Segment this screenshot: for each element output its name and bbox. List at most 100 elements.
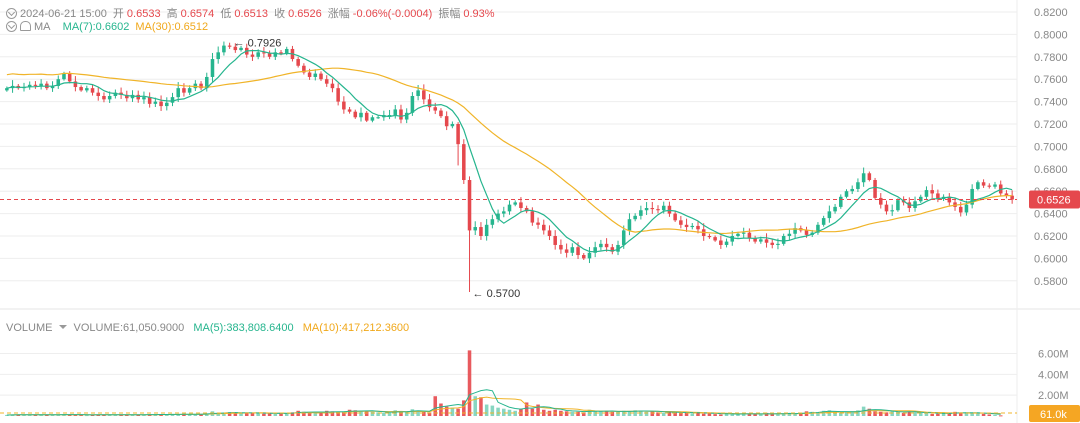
candle-body xyxy=(553,236,557,245)
volume-bar xyxy=(433,396,438,416)
candle-body xyxy=(416,90,420,96)
candle-body xyxy=(621,230,626,245)
candle-body xyxy=(336,88,340,102)
volume-bar xyxy=(119,414,123,416)
candle-body xyxy=(764,239,769,243)
volume-bar xyxy=(165,414,169,416)
candle-body xyxy=(433,107,438,111)
volume-tick-label: 4.00M xyxy=(1038,369,1069,381)
change-value: -0.06%(-0.0004) xyxy=(352,8,433,20)
volume-bar xyxy=(170,414,175,416)
candle-body xyxy=(456,124,460,145)
candle-body xyxy=(330,83,335,89)
volume-bar xyxy=(581,412,586,416)
chevron-down-icon[interactable] xyxy=(59,325,68,329)
ma30-legend: MA(30):0.6512 xyxy=(135,21,209,33)
candle-body xyxy=(370,117,375,121)
candle-body xyxy=(656,209,660,211)
candle-body xyxy=(936,193,940,200)
volume-bar xyxy=(536,404,540,416)
ma-collapse-chevron-icon[interactable] xyxy=(6,21,17,32)
candle-body xyxy=(873,180,877,198)
volume-bar xyxy=(821,410,826,416)
volume-bar xyxy=(27,414,32,416)
candle-body xyxy=(964,204,969,213)
price-tick-label: 0.7200 xyxy=(1034,119,1068,131)
volume-bar xyxy=(753,413,757,416)
volume-bar xyxy=(953,411,957,416)
volume-bar xyxy=(90,414,95,416)
volume-bar xyxy=(918,412,923,416)
volume-bar xyxy=(816,412,820,416)
volume-bar xyxy=(199,414,203,416)
volume-bar xyxy=(844,412,849,416)
candle-body xyxy=(593,247,597,253)
volume-bar xyxy=(764,412,769,416)
volume-bar xyxy=(616,411,620,416)
candle-body xyxy=(684,224,689,228)
candle-body xyxy=(147,97,152,104)
volume-bar xyxy=(410,409,415,416)
volume-bar xyxy=(627,411,632,416)
candle-body xyxy=(227,45,232,47)
candle-body xyxy=(479,227,483,236)
volume-bar xyxy=(439,403,443,416)
volume-bar xyxy=(136,414,140,416)
candle-body xyxy=(610,247,615,252)
volume-bar xyxy=(542,409,546,416)
candle-body xyxy=(747,232,752,239)
candle-body xyxy=(993,184,997,187)
volume-ma5-legend: MA(5):383,808.6400 xyxy=(193,322,294,334)
volume-bar xyxy=(901,412,906,416)
price-tick-label: 0.6400 xyxy=(1034,209,1068,221)
candle-body xyxy=(924,190,929,197)
bell-icon[interactable] xyxy=(20,21,31,31)
candle-body xyxy=(170,97,175,103)
volume-bar xyxy=(222,413,226,416)
volume-bar xyxy=(79,414,83,416)
candle-body xyxy=(182,88,186,93)
volume-bar xyxy=(5,414,9,416)
candle-body xyxy=(707,236,712,238)
volume-bar xyxy=(290,412,295,416)
candle-body xyxy=(1010,195,1014,200)
candle-body xyxy=(205,76,209,89)
candle-body xyxy=(713,237,717,241)
volume-bar xyxy=(987,414,992,416)
candle-body xyxy=(861,173,866,183)
volume-bar xyxy=(884,412,889,416)
candle-body xyxy=(473,227,477,231)
candle-body xyxy=(781,236,786,244)
collapse-chevron-icon[interactable] xyxy=(6,8,17,19)
candle-body xyxy=(50,85,55,89)
candle-body xyxy=(85,88,89,91)
volume-bar xyxy=(404,411,409,416)
amplitude-label: 振幅 xyxy=(438,8,461,20)
volume-bar xyxy=(730,414,735,416)
candle-body xyxy=(96,92,101,96)
candle-body xyxy=(559,244,563,250)
current-volume-tag xyxy=(1029,405,1080,422)
volume-bar xyxy=(427,412,432,416)
current-price-label: 0.6526 xyxy=(1037,194,1071,206)
price-tick-label: 0.6800 xyxy=(1034,164,1068,176)
volume-bar xyxy=(330,411,335,416)
candle-body xyxy=(833,206,837,212)
volume-bar xyxy=(576,411,580,416)
high-marker: ← 0.7926 xyxy=(234,38,282,50)
volume-bar xyxy=(284,413,289,416)
volume-bar xyxy=(307,412,312,416)
volume-indicator-label: VOLUME xyxy=(6,322,53,334)
high-label: 高 xyxy=(166,8,178,20)
candle-body xyxy=(564,249,569,253)
candle-body xyxy=(542,224,546,231)
candle-body xyxy=(376,117,380,119)
volume-bar xyxy=(250,413,255,416)
ma7-legend: MA(7):0.6602 xyxy=(62,21,130,33)
open-label: 开 xyxy=(112,8,124,20)
candle-body xyxy=(502,211,506,214)
candle-body xyxy=(102,96,106,100)
volume-bar xyxy=(958,412,963,416)
volume-bar xyxy=(741,413,746,416)
